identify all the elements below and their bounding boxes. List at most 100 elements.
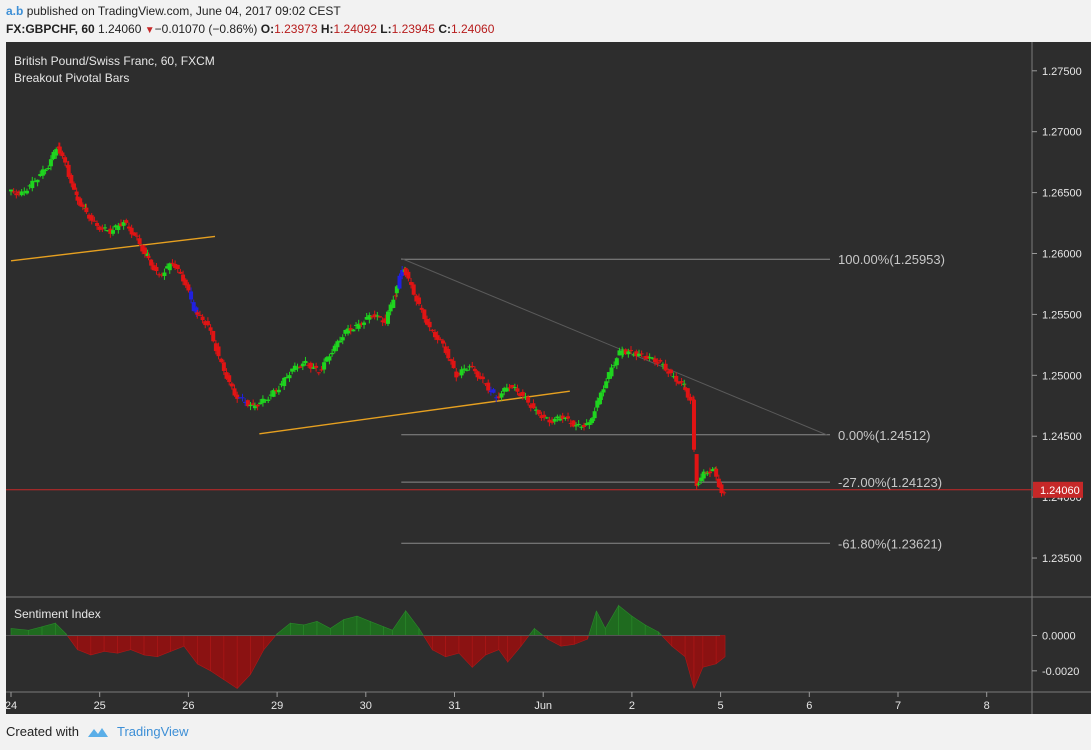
candle-body: [237, 397, 242, 399]
time-tick-label: 31: [448, 700, 460, 712]
candle-body: [205, 321, 210, 326]
candle-body: [462, 368, 467, 370]
candle-body: [372, 314, 377, 318]
candle-body: [87, 214, 92, 219]
symbol-label: FX:GBPCHF, 60: [6, 22, 95, 36]
candle-body: [40, 169, 45, 176]
candle-body: [409, 282, 414, 285]
candle-body: [574, 425, 579, 427]
candle-body: [316, 372, 321, 374]
indicator-name: Breakout Pivotal Bars: [14, 71, 129, 85]
sentiment-positive-area: [290, 622, 305, 636]
candle-body: [704, 472, 709, 474]
candle-body: [699, 477, 704, 481]
candle-body: [327, 356, 332, 361]
candle-body: [255, 404, 260, 407]
candle-body: [446, 349, 451, 359]
candle-body: [584, 423, 589, 426]
price-axis-background: [1032, 42, 1091, 714]
candle-body: [397, 275, 402, 289]
trendline[interactable]: [10, 235, 216, 262]
sentiment-negative-area: [90, 635, 105, 656]
sentiment-negative-area: [103, 635, 118, 654]
candle-body: [587, 422, 592, 426]
candle-body: [597, 397, 602, 405]
trendline[interactable]: [259, 390, 570, 435]
candle-body: [235, 394, 240, 399]
candle-body: [140, 245, 145, 252]
candle-body: [43, 169, 48, 172]
candle-body: [240, 397, 245, 399]
candle-body: [432, 331, 437, 338]
candle-body: [430, 329, 435, 331]
candle-body: [435, 335, 440, 340]
published-text: published on TradingView.com, June 04, 2…: [26, 4, 341, 18]
candle-body: [219, 358, 224, 363]
candle-body: [319, 369, 324, 371]
candle-body: [634, 351, 639, 357]
candle-body: [167, 263, 172, 271]
candle-body: [105, 230, 110, 232]
candle-body: [666, 371, 671, 374]
candle-body: [151, 265, 156, 271]
author-name[interactable]: a.b: [6, 4, 24, 18]
price-tick-label: 1.27000: [1042, 127, 1082, 139]
time-tick-label: 24: [5, 700, 17, 712]
candle-body: [71, 183, 76, 190]
candle-body: [351, 329, 356, 332]
candle-body: [582, 424, 587, 427]
candle-body: [606, 372, 611, 380]
candle-body: [617, 350, 622, 356]
price-tick-label: 1.26500: [1042, 188, 1082, 200]
candle-body: [279, 383, 284, 386]
chart-background: [6, 42, 1032, 714]
candle-body: [544, 417, 549, 419]
candle-body: [330, 352, 335, 355]
candle-body: [108, 228, 113, 234]
candle-body: [470, 365, 475, 367]
candle-body: [598, 392, 603, 400]
candle-body: [314, 365, 319, 368]
candle-body: [621, 352, 626, 354]
candle-body: [284, 377, 289, 379]
candle-body: [714, 468, 719, 477]
candle-body: [54, 149, 59, 156]
candle-body: [195, 312, 200, 315]
candle-body: [116, 225, 121, 231]
candle-body: [417, 297, 422, 304]
candle-body: [159, 274, 164, 276]
candle-body: [626, 351, 631, 355]
open-value: 1.23973: [274, 22, 318, 36]
candle-body: [475, 371, 480, 378]
candle-body: [650, 357, 655, 359]
candle-body: [213, 343, 218, 352]
candle-body: [534, 409, 539, 411]
candle-body: [518, 393, 523, 397]
candle-body: [157, 274, 162, 276]
candle-body: [287, 375, 292, 379]
close-label: C:: [438, 22, 451, 36]
candle-body: [266, 399, 271, 401]
candle-body: [459, 369, 464, 376]
candle-body: [35, 179, 40, 183]
candle-body: [243, 401, 248, 403]
publish-info: a.b published on TradingView.com, June 0…: [6, 4, 341, 18]
tradingview-link[interactable]: TradingView: [116, 724, 189, 739]
candle-body: [576, 423, 581, 425]
candle-body: [370, 316, 375, 318]
candle-body: [173, 263, 178, 268]
price-chart[interactable]: 1.27500 1.27000 1.26500 1.26000 1.25500 1.250…: [0, 42, 1091, 717]
candle-body: [456, 373, 461, 375]
candle-body: [502, 388, 507, 392]
candle-body: [232, 388, 237, 396]
candle-body: [274, 390, 279, 392]
candle-body: [137, 238, 142, 245]
candle-body: [448, 359, 453, 362]
candle-body: [542, 414, 547, 418]
candle-body: [30, 180, 35, 189]
candle-body: [356, 323, 361, 329]
trendline[interactable]: [401, 257, 828, 436]
time-tick-label: 25: [94, 700, 106, 712]
candle-body: [100, 228, 105, 230]
fib-label: -61.80%(1.23621): [838, 536, 942, 551]
